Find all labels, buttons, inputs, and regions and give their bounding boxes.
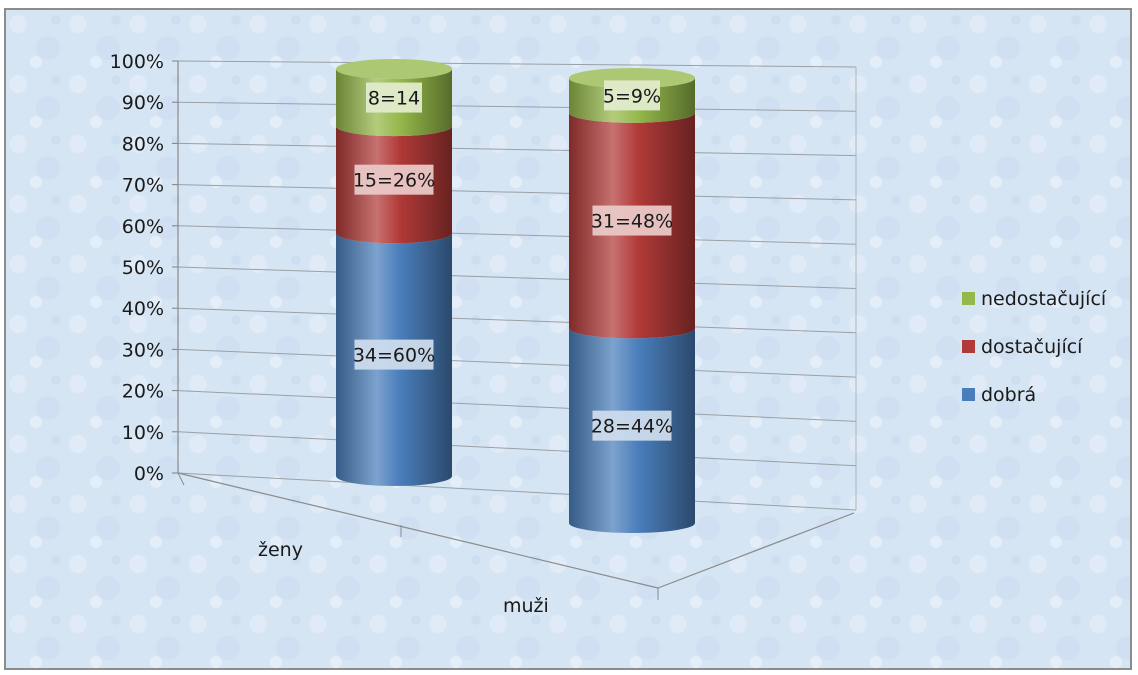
data-labels: 34=60% 15=26% 8=14 28=44% 31=48% 5=9% bbox=[353, 80, 673, 441]
gridline bbox=[177, 307, 857, 334]
gridline bbox=[177, 431, 857, 467]
data-label: 8=14 bbox=[368, 88, 420, 110]
gridline bbox=[177, 184, 857, 201]
gridline bbox=[177, 266, 857, 289]
y-tick-label: 80% bbox=[122, 133, 164, 155]
y-tick-label: 40% bbox=[122, 298, 164, 320]
y-tick-label: 10% bbox=[122, 422, 164, 444]
legend-label: dostačující bbox=[981, 336, 1083, 358]
legend-label: dobrá bbox=[981, 384, 1036, 406]
legend: nedostačující dostačující dobrá bbox=[962, 288, 1107, 406]
data-label-box bbox=[366, 82, 422, 113]
y-tick-label: 90% bbox=[122, 92, 164, 114]
data-label-box bbox=[592, 410, 672, 441]
chart-background bbox=[6, 10, 1130, 668]
data-label: 15=26% bbox=[353, 170, 435, 192]
data-label: 34=60% bbox=[353, 345, 435, 367]
bar-top-cap bbox=[569, 68, 695, 88]
axes: 0% 10% 20% 30% 40% 50% 60% 70% 80% 90% 100% ženy muž… bbox=[110, 51, 855, 617]
data-label: 31=48% bbox=[591, 211, 673, 233]
gridline bbox=[177, 348, 857, 378]
category-label: ženy bbox=[258, 539, 303, 561]
y-tick-label: 100% bbox=[110, 51, 164, 73]
gridline bbox=[177, 472, 857, 511]
gridline bbox=[177, 390, 857, 422]
x-tick-mark bbox=[177, 472, 185, 486]
data-label-box bbox=[604, 80, 660, 111]
chart-frame: 34=60% 15=26% 8=14 28=44% 31=48% 5=9% 0% 10% 20… bbox=[4, 8, 1132, 670]
floor-edge bbox=[657, 512, 855, 589]
grid bbox=[177, 60, 857, 511]
stacked-cylinder-chart: 34=60% 15=26% 8=14 28=44% 31=48% 5=9% 0% 10% 20… bbox=[6, 10, 1130, 668]
y-tick-label: 70% bbox=[122, 175, 164, 197]
y-tick-label: 20% bbox=[122, 381, 164, 403]
y-tick-label: 60% bbox=[122, 216, 164, 238]
bar-top-cap bbox=[336, 59, 452, 79]
data-label: 5=9% bbox=[603, 85, 661, 107]
gridline bbox=[177, 142, 857, 157]
category-label: muži bbox=[503, 595, 549, 617]
y-tick-label: 0% bbox=[134, 463, 164, 485]
gridline bbox=[177, 60, 857, 68]
data-label-box bbox=[354, 164, 434, 195]
data-label-box bbox=[354, 339, 434, 370]
legend-swatch bbox=[962, 388, 975, 401]
y-tick-label: 50% bbox=[122, 257, 164, 279]
legend-swatch bbox=[962, 292, 975, 305]
legend-swatch bbox=[962, 340, 975, 353]
y-tick-label: 30% bbox=[122, 339, 164, 361]
gridline bbox=[177, 225, 857, 245]
x-axis bbox=[177, 472, 659, 589]
data-label-box bbox=[592, 205, 672, 236]
gridline bbox=[177, 101, 857, 112]
legend-label: nedostačující bbox=[981, 288, 1107, 310]
data-label: 28=44% bbox=[591, 416, 673, 438]
